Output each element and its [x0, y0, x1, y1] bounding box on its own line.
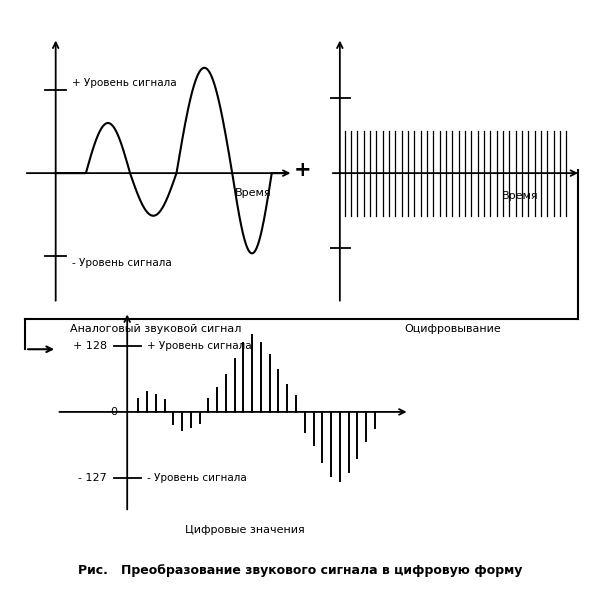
Text: Рис.   Преобразование звукового сигнала в цифровую форму: Рис. Преобразование звукового сигнала в …: [78, 564, 522, 577]
Text: Время: Время: [235, 188, 272, 198]
Text: - Уровень сигнала: - Уровень сигнала: [71, 259, 171, 269]
Text: - 127: - 127: [78, 473, 107, 483]
Text: + Уровень сигнала: + Уровень сигнала: [71, 78, 176, 88]
Text: Цифровые значения: Цифровые значения: [185, 525, 305, 535]
Text: Оцифровывание: Оцифровывание: [404, 324, 502, 334]
Text: + Уровень сигнала: + Уровень сигнала: [148, 341, 252, 350]
Text: - Уровень сигнала: - Уровень сигнала: [148, 473, 247, 483]
Text: + 128: + 128: [73, 341, 107, 350]
Text: +: +: [294, 160, 312, 180]
Text: 0: 0: [110, 407, 117, 417]
Text: Время: Время: [502, 190, 539, 201]
Text: Аналоговый звуковой сигнал: Аналоговый звуковой сигнал: [70, 324, 242, 334]
